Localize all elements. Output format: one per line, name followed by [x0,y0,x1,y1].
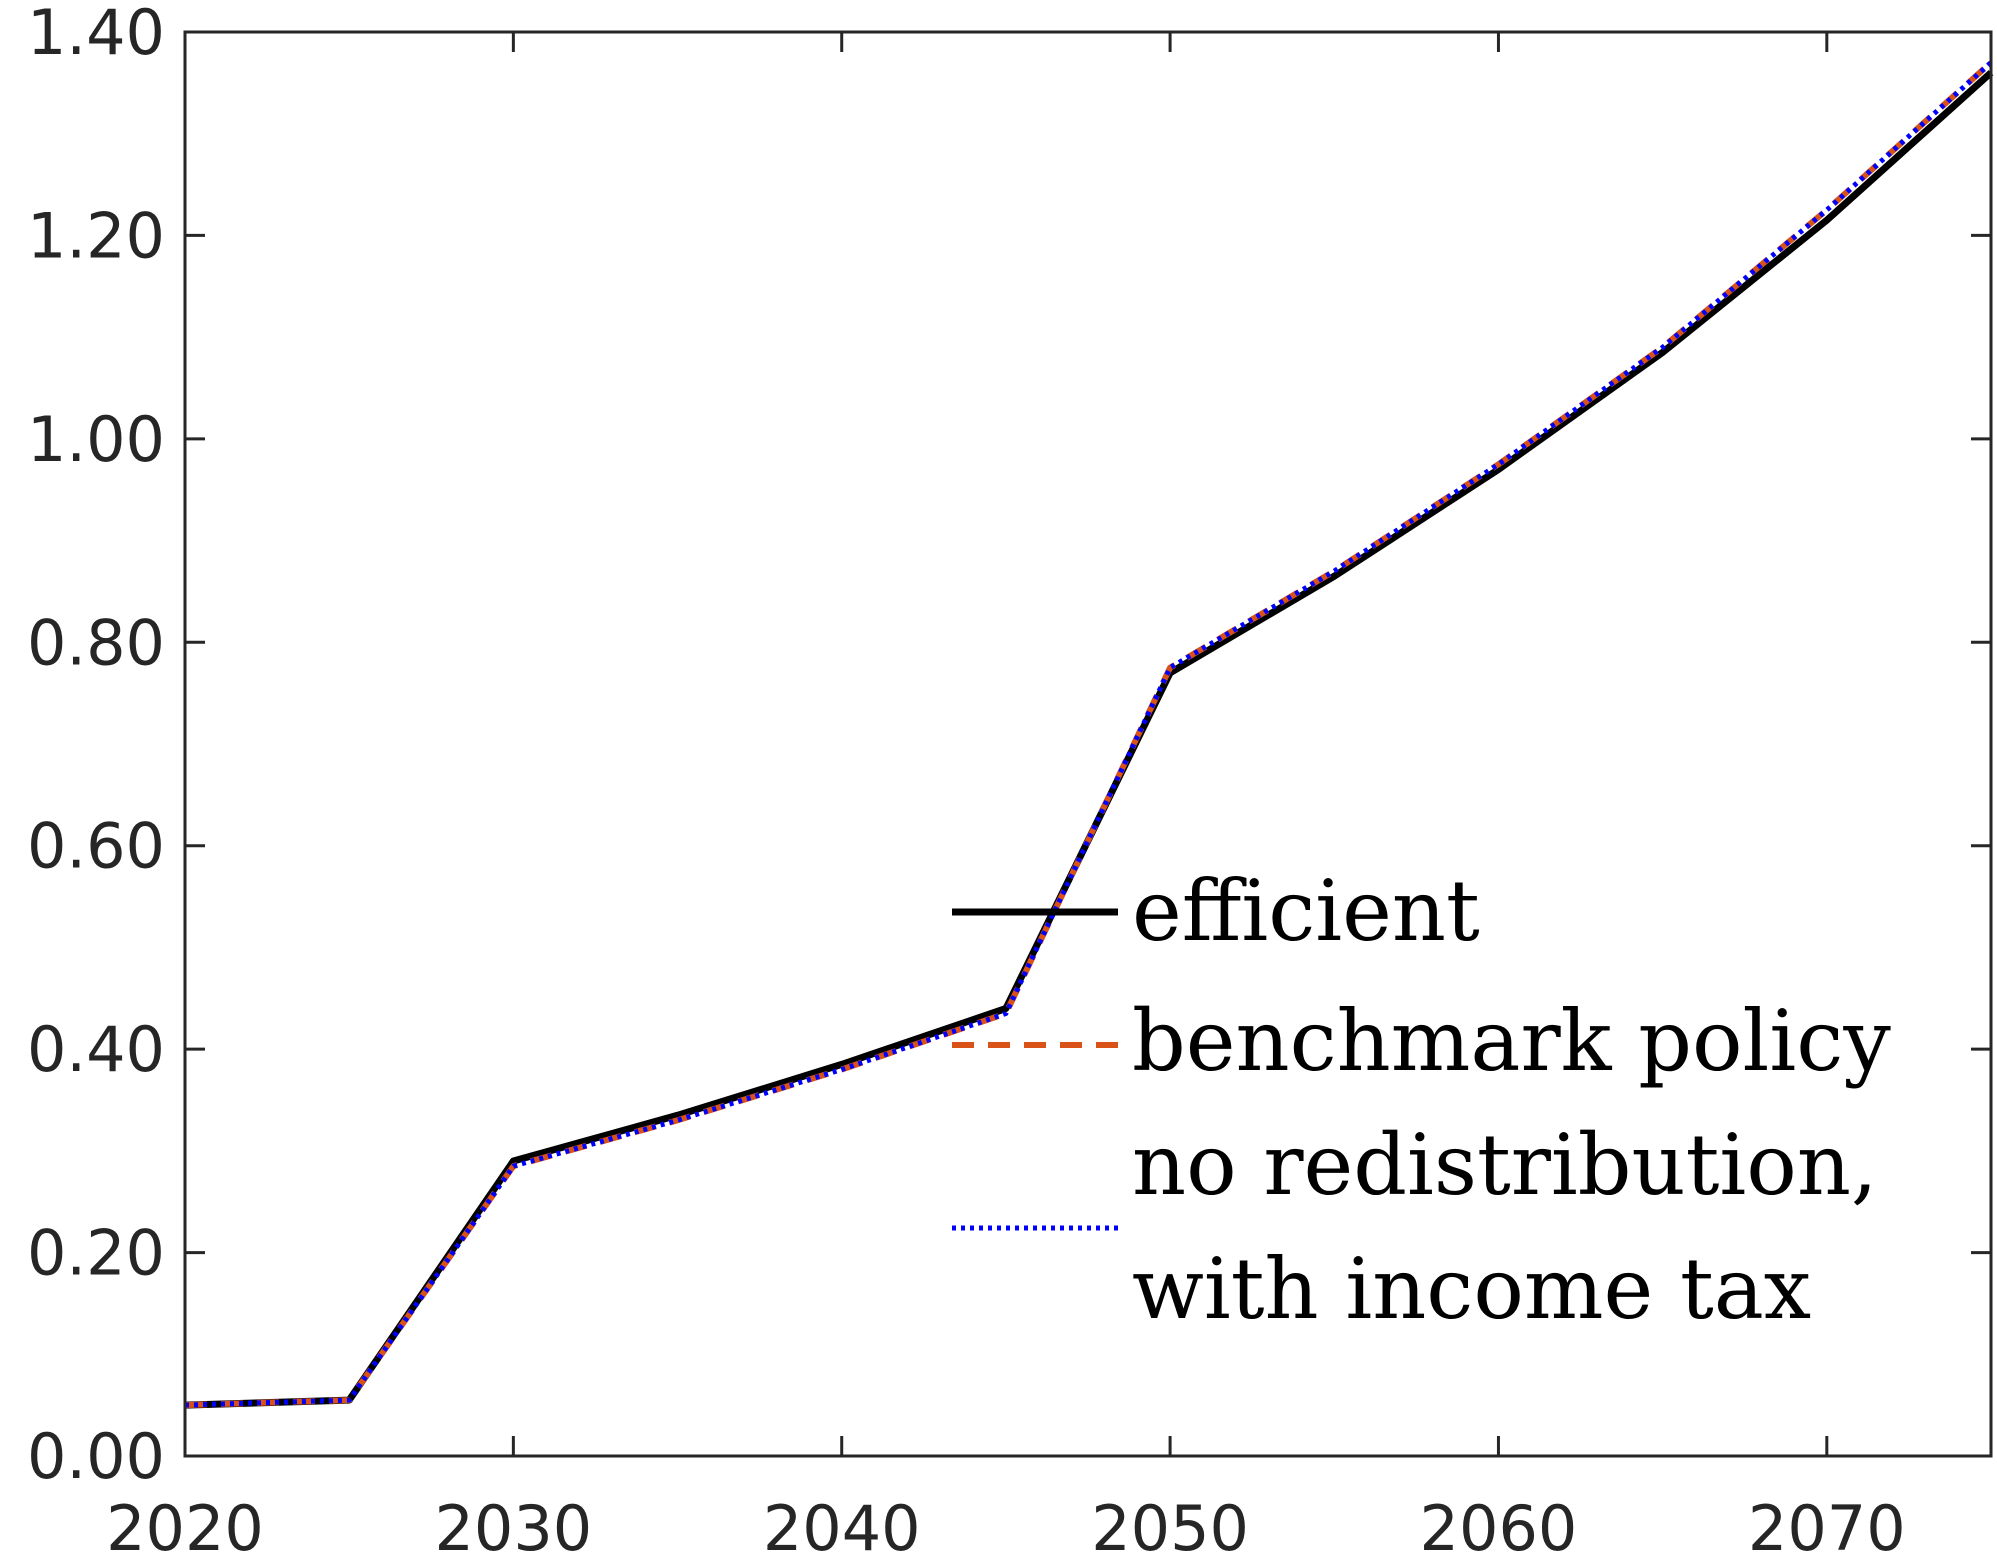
series-line-2 [184,60,1993,1408]
legend-label: no redistribution, [1132,1116,1878,1214]
legend-label: benchmark policy [1132,992,1891,1090]
x-tick-label: 2070 [1748,1492,1906,1554]
y-tick-label: 0.60 [27,810,165,883]
x-tick-label: 2020 [106,1492,264,1554]
plot-area [185,32,1991,1456]
x-tick-label: 2040 [763,1492,921,1554]
x-tick-label: 2050 [1091,1492,1249,1554]
y-tick-label: 1.40 [27,0,165,69]
legend: efficient benchmark policy no redistributi… [952,862,1891,1338]
x-tick-label: 2030 [434,1492,592,1554]
y-tick-label: 0.20 [27,1217,165,1290]
legend-label: efficient [1132,862,1480,960]
axes-layer: 2020 2030 2040 2050 2060 2070 0.00 0.20 0.40 0.60… [27,0,1993,1554]
y-tick-label: 0.80 [27,606,165,679]
y-tick-label: 0.00 [27,1420,165,1493]
series-layer [184,60,1994,1409]
x-tick-label: 2060 [1420,1492,1578,1554]
y-tick-label: 1.00 [27,403,165,476]
axes-box [183,30,1993,1458]
y-tick-label: 1.20 [27,199,165,272]
y-tick-label: 0.40 [27,1013,165,1086]
legend-label: with income tax [1132,1240,1811,1338]
series-line-1 [184,60,1994,1409]
